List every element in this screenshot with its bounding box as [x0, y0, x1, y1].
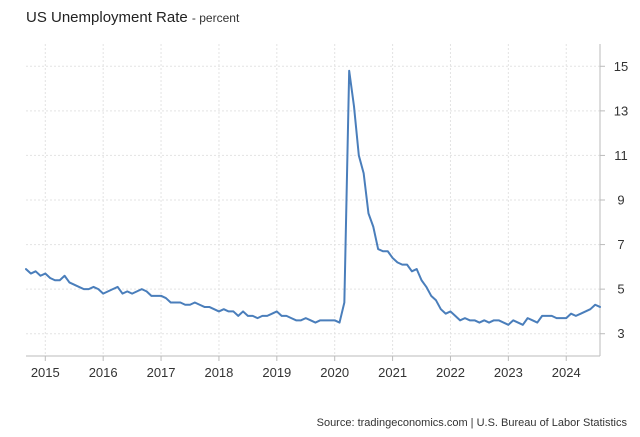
chart-title-text: US Unemployment Rate: [26, 9, 188, 26]
y-tick-label: 3: [617, 326, 624, 341]
y-tick-label: 9: [617, 193, 624, 208]
series-layer: [25, 69, 601, 326]
y-tick-label: 15: [614, 59, 628, 74]
y-axis: 3 5 7 9 11 13 15: [600, 59, 628, 341]
x-tick-label: 2016: [89, 365, 118, 380]
chart-subtitle: percent: [199, 11, 240, 25]
x-tick-label: 2021: [378, 365, 407, 380]
y-tick-label: 11: [614, 148, 628, 163]
x-tick-label: 2015: [31, 365, 60, 380]
y-tick-label: 5: [617, 282, 624, 297]
x-tick-label: 2020: [320, 365, 349, 380]
x-axis: 2015 2016 2017 2018 2019 2020 2021 2022 2023 2024: [31, 356, 581, 380]
source-note: Source: tradingeconomics.com | U.S. Bure…: [316, 417, 627, 429]
grid: [26, 44, 600, 356]
x-tick-label: 2018: [204, 365, 233, 380]
x-tick-label: 2022: [436, 365, 465, 380]
y-tick-label: 7: [617, 237, 624, 252]
x-tick-label: 2023: [494, 365, 523, 380]
x-tick-label: 2019: [262, 365, 291, 380]
x-tick-label: 2024: [552, 365, 581, 380]
chart-title: US Unemployment Rate - percent: [26, 9, 240, 26]
x-tick-label: 2017: [147, 365, 176, 380]
y-tick-label: 13: [614, 103, 628, 118]
unemployment-rate-line: [25, 69, 601, 326]
